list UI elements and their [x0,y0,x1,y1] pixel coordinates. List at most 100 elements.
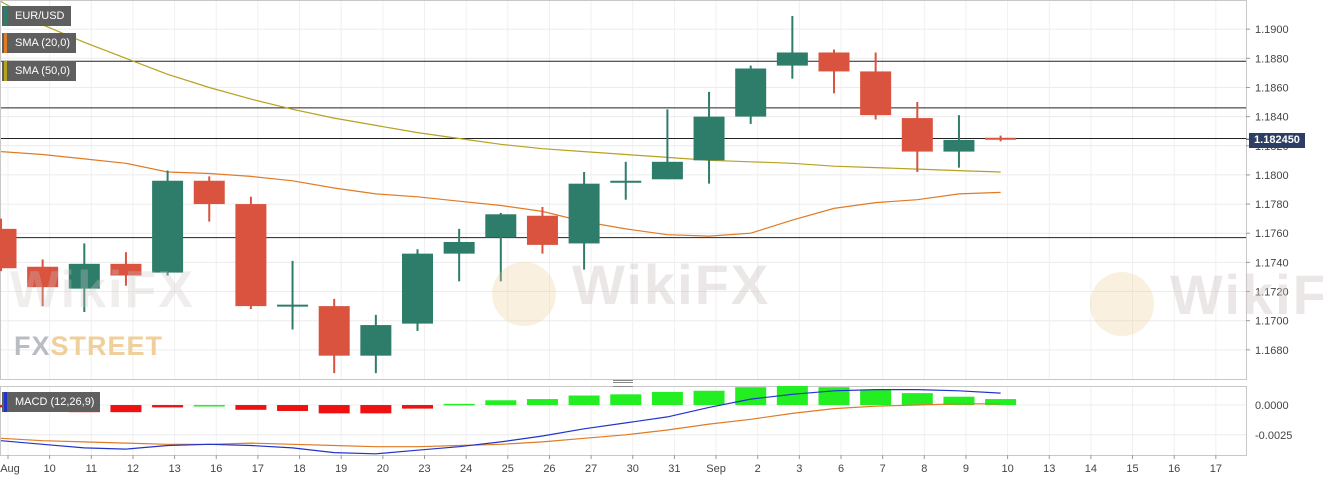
price-tick-label: 1.1680 [1255,345,1289,357]
x-tick-label: 11 [86,463,97,475]
legend-symbol[interactable]: EUR/USD [2,6,71,26]
macd-histogram-bar [152,405,184,408]
x-tick-label: 16 [210,463,222,475]
macd-signal-line [0,403,1001,448]
macd-histogram-bar [568,395,600,406]
x-tick-label: 30 [627,463,639,475]
candle-body [318,306,350,356]
price-tick-label: 1.1700 [1255,316,1289,328]
fxstreet-logo-fx: FX [14,331,51,361]
candle-body [485,214,517,238]
x-tick-label: 17 [252,463,264,475]
macd-histogram-bar [360,405,392,414]
candle-body [901,118,933,152]
candle-body [735,68,767,117]
price-tick-label: 1.1760 [1255,228,1289,240]
price-tick-label: 1.1740 [1255,257,1289,269]
price-panel-frame [0,0,1247,380]
candle-body [27,266,59,288]
legend-sma20[interactable]: SMA (20,0) [2,33,77,53]
watermark-text-3: WikiFX [10,261,195,319]
sma50-line [0,0,1001,173]
macd-line [0,389,1001,455]
legend-sma50-label: SMA (50,0) [15,65,71,77]
legend-sma20-label: SMA (20,0) [15,37,71,49]
candle-body [68,263,100,289]
x-tick-label: 19 [335,463,347,475]
candle-body [568,183,600,244]
macd-histogram-bar [735,387,767,406]
watermark-emblem-1 [492,262,556,326]
x-tick-label: 24 [460,463,472,475]
candle-body [860,71,892,116]
sma20-swatch [4,33,7,53]
price-tick-label: 1.1720 [1255,287,1289,299]
macd-histogram-bar [485,400,517,406]
candle-body [193,180,225,205]
candle-body [651,161,683,180]
candle-body [277,304,309,307]
candle-body [818,52,850,72]
x-tick-label: 31 [668,463,680,475]
symbol-swatch [4,6,7,26]
last-price-badge: 1.182450 [1249,133,1305,148]
candle-body [985,137,1017,140]
x-tick-label: 16 [1168,463,1180,475]
watermark-text-2: WikiFX [1170,263,1323,326]
candle-body [235,204,267,307]
x-tick-label: Sep [706,463,726,475]
x-tick-label: 13 [1043,463,1055,475]
x-tick-label: 10 [44,463,56,475]
macd-tick-label: -0.0025 [1255,430,1292,442]
x-tick-label: 14 [1085,463,1097,475]
macd-histogram-bar [443,403,475,406]
fxstreet-logo-street: STREET [50,331,164,361]
macd-histogram-bar [776,386,808,406]
candle-body [152,180,184,273]
x-tick-label: 26 [543,463,555,475]
x-tick-label: 17 [1210,463,1222,475]
x-tick-label: 7 [880,463,886,475]
candle-body [402,253,433,324]
legend-macd-label: MACD (12,26,9) [15,396,95,408]
macd-histogram-bar [110,405,142,413]
macd-histogram-bar [651,391,683,406]
candle-body [776,52,808,66]
x-tick-label: 10 [1001,463,1013,475]
candle-body [693,116,725,161]
macd-histogram-bar [901,393,933,406]
watermark-text-1: WikiFX [572,253,771,316]
x-tick-label: 2 [755,463,761,475]
legend-sma50[interactable]: SMA (50,0) [2,61,77,81]
legend-macd[interactable]: MACD (12,26,9) [2,392,101,412]
price-tick-label: 1.1860 [1255,82,1289,94]
x-tick-label: 25 [502,463,514,475]
pane-resize-handle[interactable] [613,380,633,387]
macd-histogram-bar [526,399,558,406]
x-tick-label: 3 [796,463,802,475]
price-tick-label: 1.1880 [1255,53,1289,65]
x-tick-label: 9 [963,463,969,475]
x-tick-label: 12 [127,463,139,475]
price-tick-label: 1.1780 [1255,199,1289,211]
watermark-emblem-2 [1090,272,1154,336]
price-tick-label: 1.1840 [1255,112,1289,124]
x-tick-label: 6 [838,463,844,475]
macd-histogram-bar [985,399,1017,406]
macd-histogram-bar [318,405,350,414]
candle-body [0,228,17,269]
macd-histogram-bar [943,396,975,406]
fxstreet-logo: FXSTREET [14,331,163,362]
x-tick-label: Aug [0,463,20,475]
x-tick-label: 8 [921,463,927,475]
sma50-swatch [4,61,7,81]
macd-swatch [4,392,7,412]
candle-body [943,139,975,152]
price-tick-label: 1.1900 [1255,24,1289,36]
macd-histogram-bar [860,389,892,406]
candle-body [610,180,642,183]
candle-body [526,215,558,245]
candle-body [360,325,392,356]
